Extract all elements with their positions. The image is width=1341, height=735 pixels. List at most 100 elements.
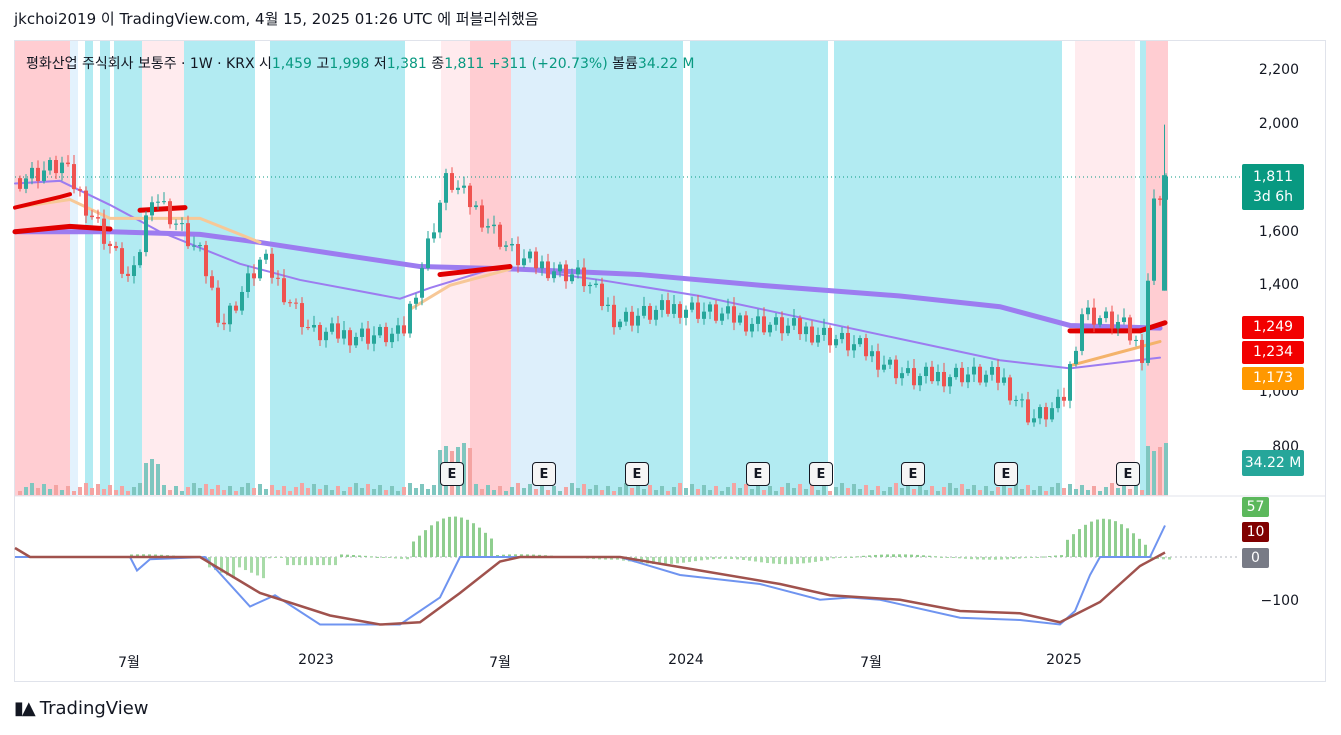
osc-histogram-bar [694,557,697,562]
osc-histogram-bar [784,557,787,565]
volume-bar [786,483,790,495]
volume-bar [30,483,34,495]
candle-body [702,311,706,319]
earnings-marker[interactable]: E [440,462,464,486]
earnings-marker[interactable]: E [746,462,770,486]
candle-body [204,245,208,277]
volume-bar [708,490,712,495]
earnings-marker[interactable]: E [625,462,649,486]
candle-body [264,253,268,260]
volume-bar [312,484,316,495]
volume-bar [798,484,802,495]
candle-body [78,189,82,191]
volume-bar [948,483,952,495]
osc-histogram-bar [454,516,457,557]
osc-histogram-bar [892,554,895,557]
earnings-marker[interactable]: E [994,462,1018,486]
volume-bar [1056,483,1060,495]
candle-body [306,327,310,329]
volume-bar [18,491,22,495]
candle-body [912,368,916,386]
volume-bar [156,464,160,495]
osc-histogram-bar [658,557,661,565]
osc-histogram-bar [274,557,277,558]
volume-bar [54,485,58,495]
volume-tag: 34.22 M [1242,450,1304,476]
osc-histogram-bar [214,557,217,571]
candle-body [564,264,568,282]
osc-histogram-bar [352,555,355,557]
volume-bar [1002,483,1006,495]
osc-histogram-bar [406,557,409,560]
candle-body [84,190,88,216]
volume-bar [1044,491,1048,495]
ma-orange-tag: 1,173 [1242,367,1304,390]
candle-body [36,167,40,181]
price-tick: 2,200 [1258,62,1299,78]
volume-bar [636,484,640,495]
volume-bar [246,483,250,495]
candle-body [684,309,688,318]
osc-histogram-bar [976,557,979,560]
volume-bar [990,491,994,495]
earnings-marker[interactable]: E [901,462,925,486]
osc-histogram-bar [250,557,253,573]
candle-body [792,318,796,326]
candle-body [804,326,808,335]
volume-bar [684,488,688,495]
price-tick: 1,600 [1258,224,1299,240]
candle-body [348,330,352,346]
candle-body [948,377,952,387]
osc-histogram-bar [850,556,853,558]
volume-bar [66,486,70,495]
osc-histogram-bar [796,557,799,564]
osc-histogram-bar [1048,556,1051,558]
earnings-marker[interactable]: E [809,462,833,486]
session-band [100,41,110,496]
volume-bar [234,491,238,495]
volume-bar [900,488,904,495]
symbol-name[interactable]: 평화산업 주식회사 보통주 · 1W · KRX [26,56,255,72]
ma-red-tag: 1,249 [1242,316,1304,339]
osc-histogram-bar [1120,524,1123,557]
volume-bar [846,488,850,495]
candle-body [876,351,880,370]
volume-bar [756,485,760,495]
candle-body [108,243,112,246]
x-tick: 7월 [860,655,882,671]
osc-histogram-bar [382,557,385,558]
osc-histogram-bar [700,557,703,561]
osc-histogram-bar [238,557,241,568]
candle-body [384,326,388,343]
session-band [1075,41,1135,496]
osc-histogram-bar [340,554,343,557]
volume-bar [642,489,646,495]
volume-bar [996,487,1000,495]
earnings-marker[interactable]: E [1116,462,1140,486]
candle-body [1104,311,1108,319]
candle-body [528,251,532,259]
candle-body [414,297,418,304]
candle-body [324,331,328,341]
candle-body [426,238,430,269]
volume-bar [504,491,508,495]
volume-bar [252,488,256,495]
osc-histogram-bar [1054,555,1057,557]
candle-body [492,224,496,227]
candle-body [420,268,424,298]
candle-body [18,178,22,189]
osc-histogram-bar [1018,557,1021,559]
candle-body [90,215,94,218]
tradingview-brand[interactable]: ▮▲ TradingView [14,698,149,719]
candle-body [96,217,100,219]
osc-histogram-bar [364,555,367,557]
volume-bar [888,487,892,495]
osc-histogram-bar [412,541,415,557]
osc-histogram-bar [862,555,865,557]
osc-histogram-bar [1144,544,1147,557]
volume-bar [672,487,676,495]
candle-body [102,218,106,244]
earnings-marker[interactable]: E [532,462,556,486]
osc-histogram-bar [904,554,907,557]
